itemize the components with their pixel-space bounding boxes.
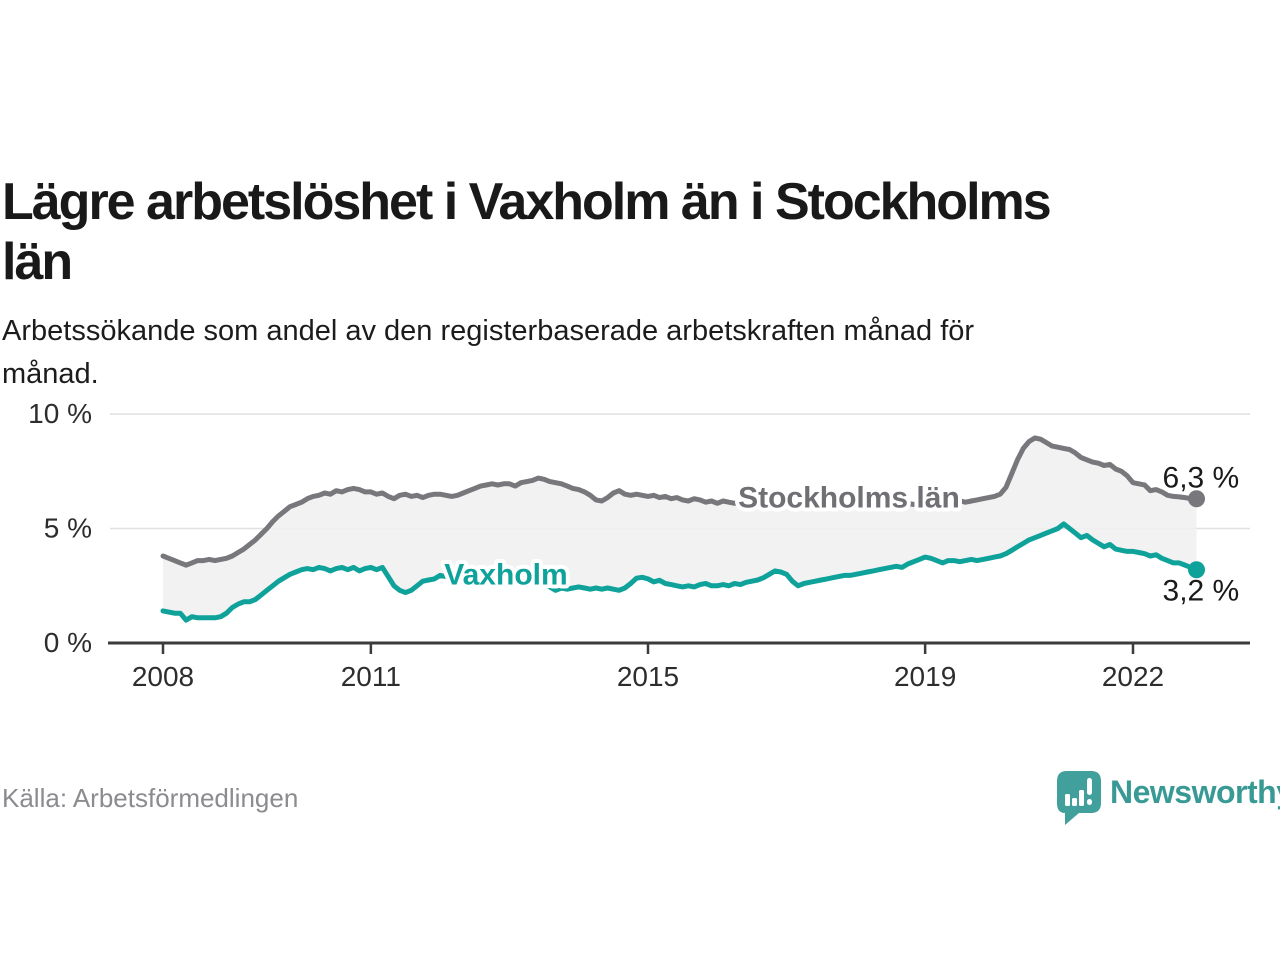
series-label-stockholms-lan: Stockholms län (738, 481, 960, 514)
series-line-stockholms-lan (160, 435, 1199, 568)
series-gap-area (163, 438, 1197, 621)
subtitle-line-1: Arbetssökande som andel av den registerb… (2, 315, 975, 347)
unemployment-line-chart: 2008 2011 2015 2019 2022 0 % 5 % 10 % 6,3 % 3,2 %… (0, 390, 1280, 700)
newsworthy-logo-link[interactable]: Newsworthy (1056, 770, 1280, 828)
y-tick-label: 10 % (28, 398, 92, 429)
source-note: Källa: Arbetsförmedlingen (2, 783, 299, 813)
y-tick-label: 0 % (44, 627, 92, 658)
title-line-2: län (2, 232, 73, 291)
newsworthy-wordmark: Newsworthy (1110, 774, 1280, 810)
x-tick-label: 2022 (1102, 661, 1164, 692)
chart-subtitle: Arbetssökande som andel av den registerb… (2, 310, 1212, 396)
x-tick-label: 2008 (132, 661, 194, 692)
newsworthy-bubble-icon (1056, 770, 1102, 833)
subtitle-line-2: månad. (2, 358, 99, 390)
end-value-label: 3,2 % (1163, 575, 1240, 608)
title-line-1: Lägre arbetslöshet i Vaxholm än i Stockh… (2, 172, 1052, 231)
x-tick-label: 2011 (341, 661, 401, 692)
y-tick-label: 5 % (44, 513, 92, 544)
x-tick-label: 2015 (617, 661, 679, 692)
end-dot-vaxholm (1188, 561, 1206, 579)
page-title: Lägre arbetslöshet i Vaxholm än i Stockh… (2, 172, 1242, 292)
series-label-vaxholm: Vaxholm (444, 559, 567, 592)
end-dot-stockholms-lan (1188, 490, 1206, 508)
chart-canvas: 2008 2011 2015 2019 2022 0 % 5 % 10 % 6,3 % 3,2 %… (28, 398, 1250, 692)
series-line-vaxholm (160, 521, 1199, 623)
end-value-label: 6,3 % (1163, 462, 1240, 495)
x-tick-label: 2019 (894, 661, 956, 692)
